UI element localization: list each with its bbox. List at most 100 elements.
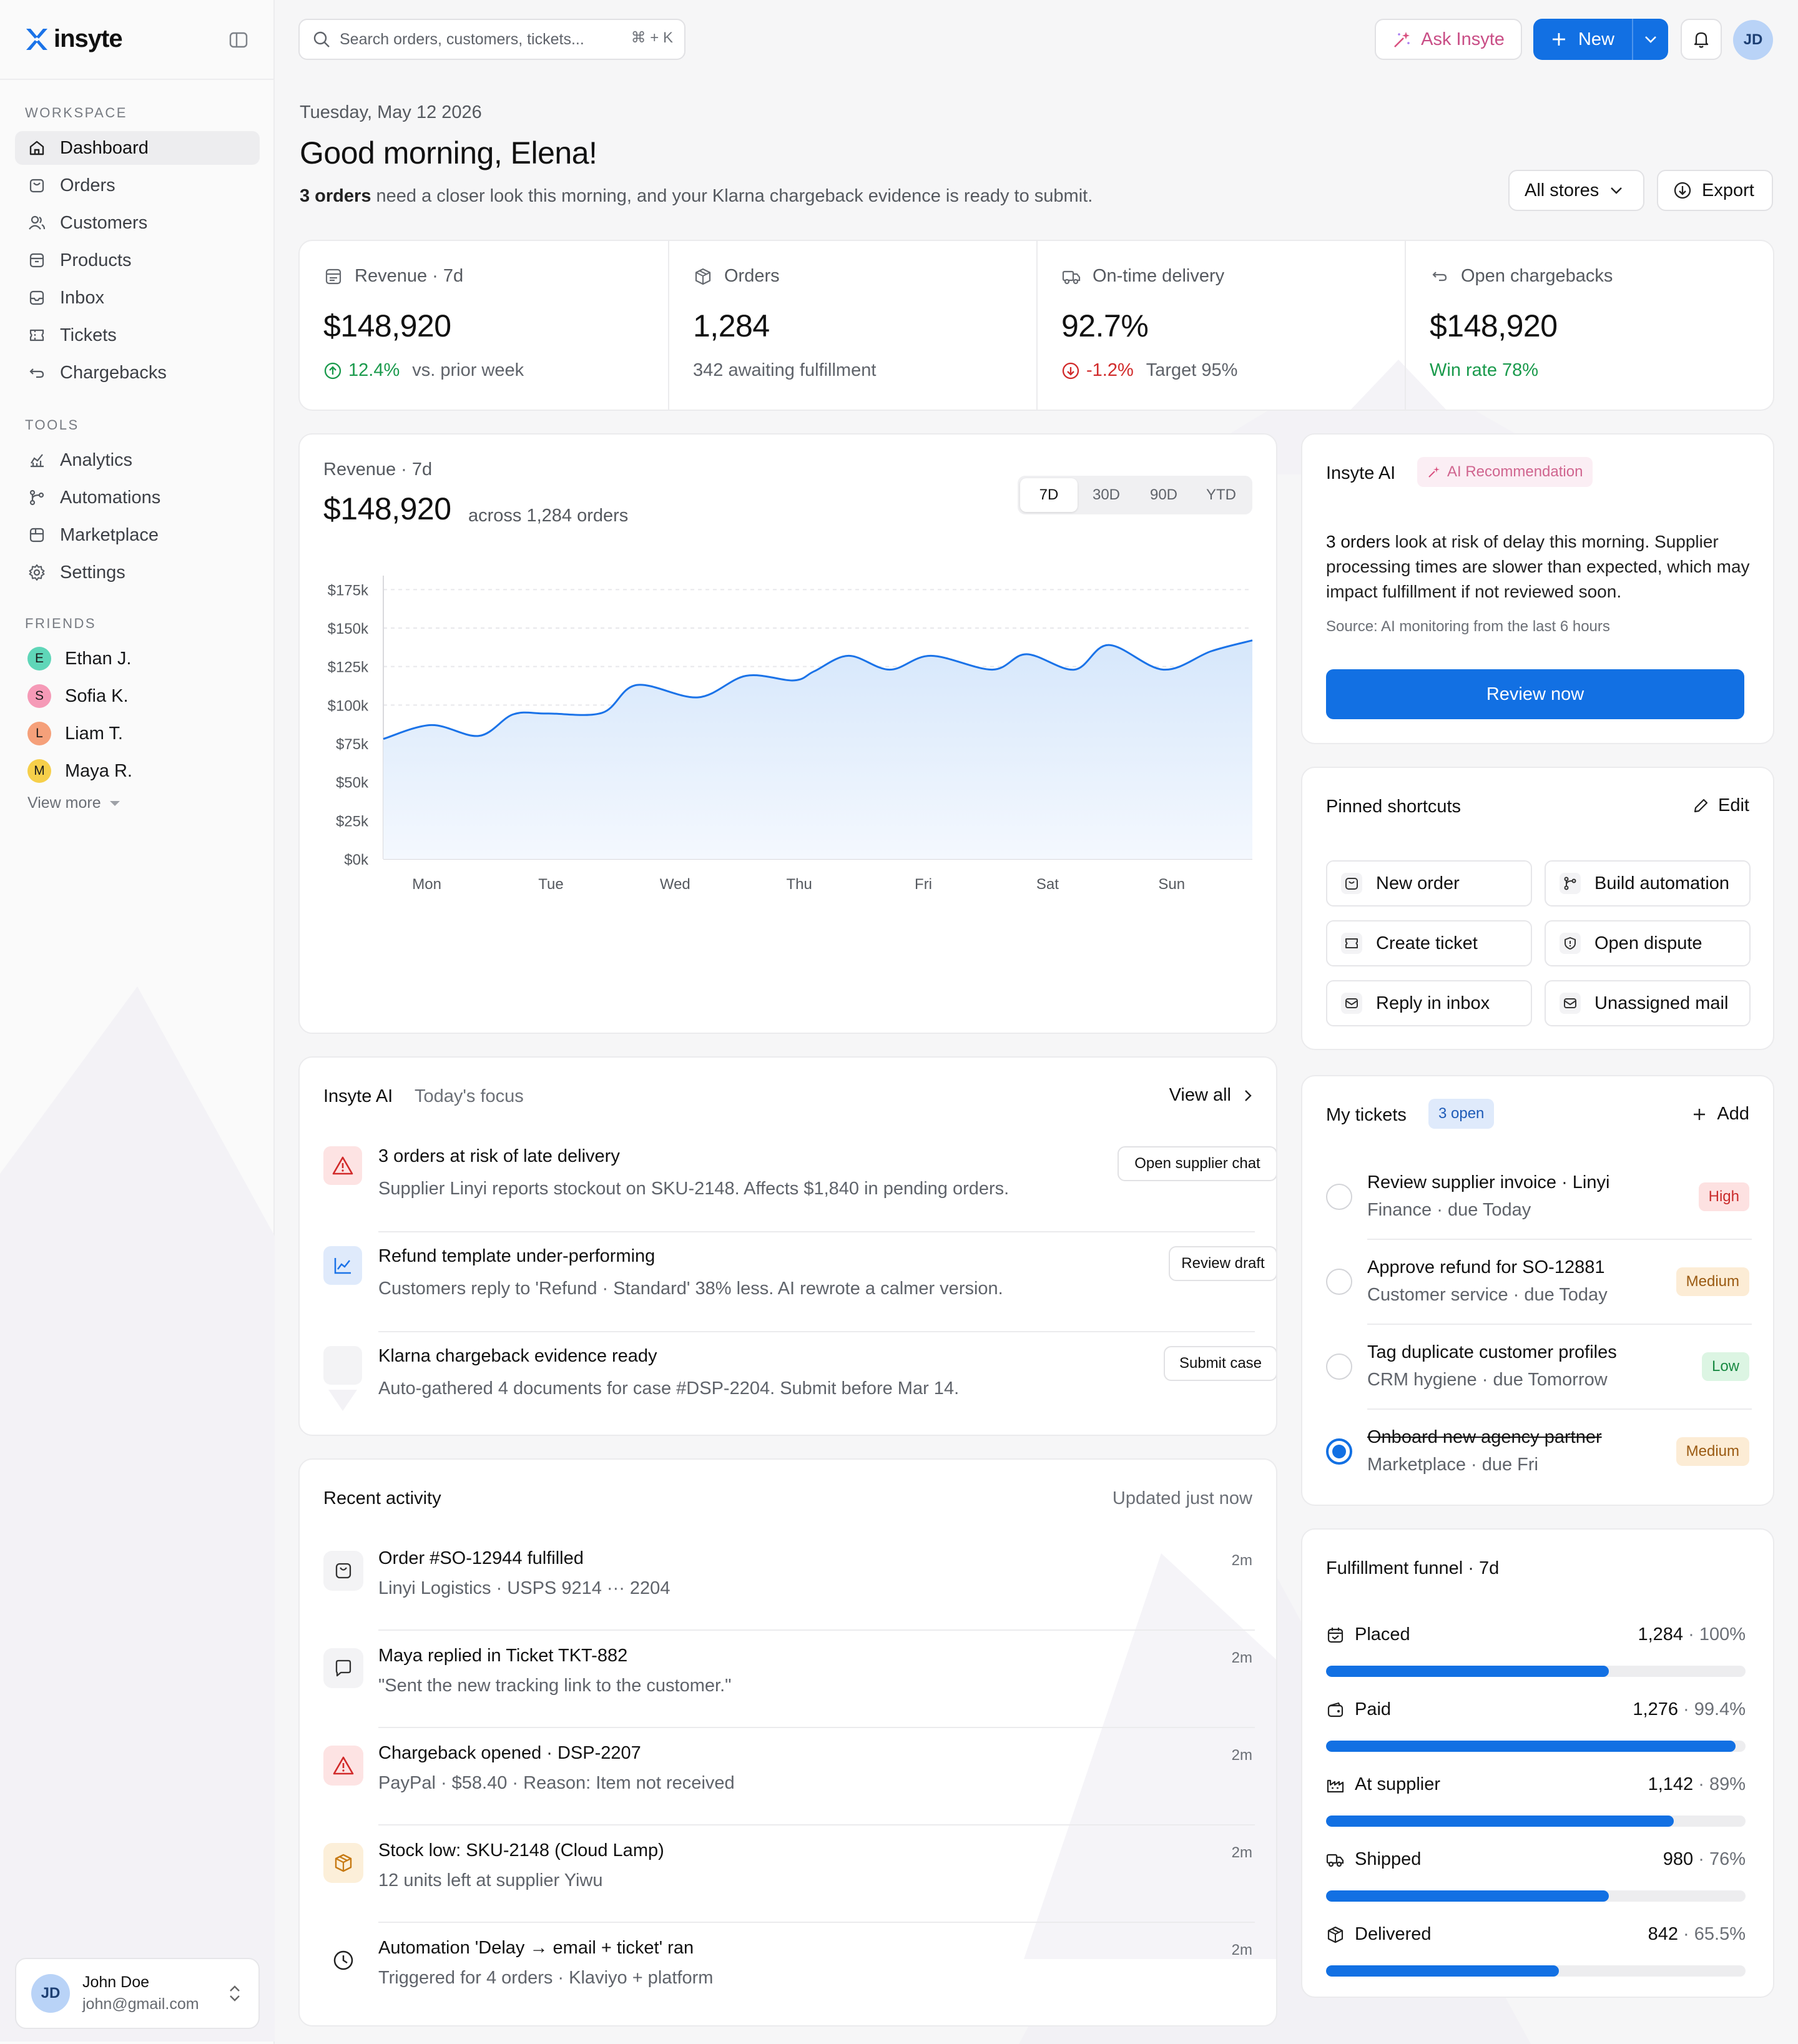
user-account-switcher[interactable]: JD John Doe john@gmail.com [15, 1958, 260, 2029]
view-more-link[interactable]: View more [27, 794, 121, 812]
inbox-icon [29, 290, 44, 305]
sidebar-item-dashboard[interactable]: Dashboard [15, 131, 260, 165]
kpi-on-time: On-time delivery 92.7% -1.2% Target 95% [1038, 241, 1406, 410]
chevron-down-icon [1611, 187, 1623, 194]
funnel-step-value: 1,276 · 99.4% [1633, 1699, 1746, 1719]
shortcut-new-order[interactable]: New order [1326, 860, 1532, 907]
sidebar-item-label: Dashboard [60, 137, 149, 158]
receipt-icon [325, 268, 341, 284]
shortcut-create-ticket[interactable]: Create ticket [1326, 920, 1532, 966]
package-icon [1327, 1926, 1344, 1943]
sidebar-item-label: Automations [60, 487, 161, 508]
sidebar-item-marketplace[interactable]: Marketplace [15, 518, 260, 552]
progress-bar [1326, 1666, 1746, 1677]
shortcut-unassigned-mail[interactable]: Unassigned mail [1545, 980, 1751, 1026]
progress-bar [1326, 1890, 1746, 1902]
friend-item[interactable]: M Maya R. [27, 759, 132, 783]
funnel-step-percent: 100% [1699, 1624, 1746, 1644]
sidebar-item-products[interactable]: Products [15, 243, 260, 277]
shortcut-build-automation[interactable]: Build automation [1545, 860, 1751, 907]
shortcut-open-dispute[interactable]: Open dispute [1545, 920, 1751, 966]
ticket-checkbox[interactable] [1326, 1354, 1352, 1380]
progress-bar [1326, 1816, 1746, 1827]
focus-item: Klarna chargeback evidence ready Auto-ga… [323, 1346, 1276, 1433]
kpi-footer: 12.4% vs. prior week [323, 360, 644, 381]
search-placeholder: Search orders, customers, tickets... [340, 30, 584, 48]
friend-item[interactable]: L Liam T. [27, 722, 123, 745]
tab-30d[interactable]: 30D [1092, 486, 1121, 503]
analytics-icon [31, 454, 44, 468]
section-title-friends: FRIENDS [25, 616, 97, 631]
tab-90d[interactable]: 90D [1149, 486, 1178, 503]
notifications-button[interactable] [1681, 19, 1722, 60]
new-button-main[interactable]: New [1533, 19, 1633, 60]
ticket-title[interactable]: Review supplier invoice · Linyi [1367, 1172, 1610, 1192]
sidebar-toggle-button[interactable] [228, 30, 250, 50]
arrow-up-circle-icon [324, 362, 341, 379]
export-button[interactable]: Export [1657, 170, 1773, 211]
store-select[interactable]: All stores [1508, 170, 1644, 211]
ticket-meta: Customer service · due Today [1367, 1285, 1608, 1305]
divider [378, 1231, 1255, 1232]
ticket-checkbox[interactable] [1326, 1184, 1352, 1210]
divider [1367, 1408, 1752, 1410]
divider [378, 1629, 1255, 1631]
ticket-checkbox-checked[interactable] [1326, 1438, 1352, 1465]
new-button[interactable]: New [1533, 19, 1668, 60]
ticket-title[interactable]: Onboard new agency partner [1367, 1427, 1602, 1447]
sidebar-item-inbox[interactable]: Inbox [15, 281, 260, 315]
progress-bar [1326, 1965, 1746, 1977]
divider [378, 1824, 1255, 1825]
kpi-divider [1036, 241, 1038, 410]
focus-title: Klarna chargeback evidence ready [378, 1346, 657, 1366]
truck-icon [1062, 270, 1081, 284]
view-all-link[interactable]: View all [1169, 1085, 1252, 1106]
activity-time: 2m [1231, 1942, 1252, 1958]
ticket-title[interactable]: Approve refund for SO-12881 [1367, 1257, 1605, 1277]
sidebar-item-automations[interactable]: Automations [15, 481, 260, 514]
funnel-step-label: Delivered [1326, 1924, 1432, 1945]
search-input[interactable]: Search orders, customers, tickets... ⌘ +… [298, 19, 685, 60]
friend-item[interactable]: S Sofia K. [27, 684, 129, 708]
status-badge: 3 open [1428, 1099, 1495, 1129]
shortcut-reply-inbox[interactable]: Reply in inbox [1326, 980, 1532, 1026]
funnel-step-value: 1,142 · 89% [1648, 1774, 1746, 1794]
friend-item[interactable]: E Ethan J. [27, 647, 131, 671]
tab-7d[interactable]: 7D [1020, 478, 1078, 512]
users-icon [29, 215, 46, 230]
priority-badge: High [1698, 1182, 1749, 1211]
sidebar-item-label: Customers [60, 212, 148, 233]
ticket-checkbox[interactable] [1326, 1269, 1352, 1295]
review-now-button[interactable]: Review now [1326, 669, 1744, 719]
ai-source: Source: AI monitoring from the last 6 ho… [1326, 618, 1610, 635]
focus-description: Customers reply to 'Refund · Standard' 3… [378, 1279, 1003, 1299]
submit-case-button[interactable]: Submit case [1164, 1346, 1276, 1381]
sidebar-item-settings[interactable]: Settings [15, 556, 260, 589]
review-draft-button[interactable]: Review draft [1169, 1246, 1276, 1281]
sidebar-item-orders[interactable]: Orders [15, 169, 260, 202]
ask-insyte-button[interactable]: Ask Insyte [1375, 19, 1522, 60]
pencil-icon [1694, 798, 1708, 812]
sidebar-item-analytics[interactable]: Analytics [15, 443, 260, 477]
kpi-footer: -1.2% Target 95% [1061, 360, 1382, 381]
add-ticket-button[interactable]: Add [1692, 1104, 1749, 1124]
section-title-workspace: WORKSPACE [25, 105, 127, 120]
tab-ytd[interactable]: YTD [1206, 486, 1236, 503]
export-label: Export [1702, 180, 1754, 200]
friend-name: Maya R. [65, 760, 132, 781]
kpi-value: $148,920 [1430, 308, 1558, 343]
activity-description: PayPal · $58.40 · Reason: Item not recei… [378, 1773, 735, 1793]
avatar[interactable]: JD [1733, 20, 1773, 60]
ticket-title[interactable]: Tag duplicate customer profiles [1367, 1342, 1617, 1362]
mail-icon [1560, 993, 1581, 1014]
edit-shortcuts-button[interactable]: Edit [1692, 795, 1749, 816]
app-logo[interactable]: insyte [24, 25, 123, 53]
open-supplier-chat-button[interactable]: Open supplier chat [1118, 1146, 1276, 1181]
new-dropdown-button[interactable] [1633, 35, 1668, 44]
friend-name: Sofia K. [65, 685, 129, 706]
sidebar-item-customers[interactable]: Customers [15, 206, 260, 240]
sidebar-item-chargebacks[interactable]: Chargebacks [15, 356, 260, 390]
activity-time: 2m [1231, 1747, 1252, 1764]
ticket-meta: Marketplace · due Fri [1367, 1455, 1538, 1475]
sidebar-item-tickets[interactable]: Tickets [15, 318, 260, 352]
